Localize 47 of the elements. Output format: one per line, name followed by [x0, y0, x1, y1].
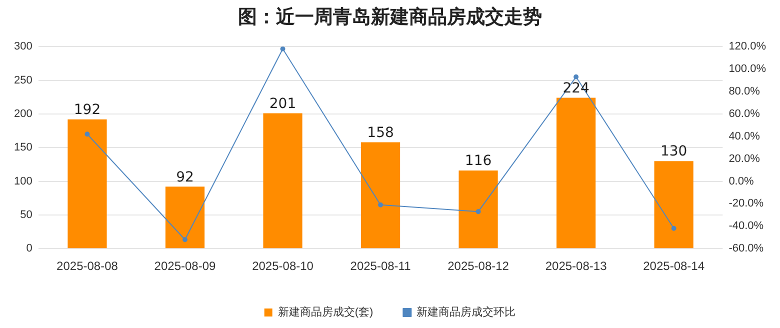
bar: [458, 170, 498, 248]
y2-tick-label: 20.0%: [728, 152, 760, 165]
bar: [556, 98, 596, 248]
text: 116: [464, 153, 492, 170]
y-tick-label: 150: [14, 142, 32, 154]
point: [671, 226, 676, 231]
point: [182, 237, 188, 242]
bar: [360, 142, 400, 248]
y-tick-label: 100: [14, 175, 32, 188]
point: [378, 202, 384, 208]
y2-tick-label: 100.0%: [728, 63, 766, 76]
point: [574, 74, 579, 80]
point: [84, 132, 90, 137]
text: 130: [660, 144, 688, 160]
y2-tick-label: -20.0%: [728, 198, 764, 210]
y-tick-label: 50: [20, 208, 32, 221]
text: 92: [176, 169, 194, 186]
y2-tick-label: 40.0%: [728, 130, 760, 142]
bar: [263, 113, 302, 248]
text: 192: [74, 102, 101, 118]
text: 201: [269, 96, 296, 112]
x-tick-label: 2025-08-11: [350, 259, 412, 274]
x-tick-label: 2025-08-13: [545, 259, 608, 274]
y-tick-label: 200: [14, 108, 32, 120]
y-tick-label: 0: [26, 242, 32, 255]
y2-tick-label: 0.0%: [728, 175, 754, 188]
legend-label: 新建商品房成交(套): [278, 306, 374, 319]
y2-tick-label: -60.0%: [728, 242, 764, 255]
x-tick-label: 2025-08-14: [643, 259, 705, 274]
x-tick-label: 2025-08-08: [56, 259, 118, 274]
chart-title: 图：近一周青岛新建商品房成交走势: [237, 5, 543, 30]
y-tick-label: 250: [14, 74, 32, 86]
bar: [654, 161, 694, 248]
x-tick-label: 2025-08-09: [154, 259, 216, 274]
x-tick-label: 2025-08-12: [448, 259, 510, 274]
x-tick-label: 2025-08-10: [252, 259, 314, 274]
point: [280, 46, 286, 52]
point: [476, 209, 481, 214]
y2-tick-label: 60.0%: [728, 108, 760, 120]
y2-tick-label: -40.0%: [728, 220, 764, 232]
y2-tick-label: 80.0%: [728, 86, 760, 98]
text: 158: [367, 124, 394, 141]
bar: [165, 186, 205, 248]
y2-tick-label: 120.0%: [728, 40, 766, 53]
legend-label: 新建商品房成交环比: [416, 306, 516, 319]
y-tick-label: 300: [14, 40, 32, 53]
bar: [68, 119, 107, 248]
